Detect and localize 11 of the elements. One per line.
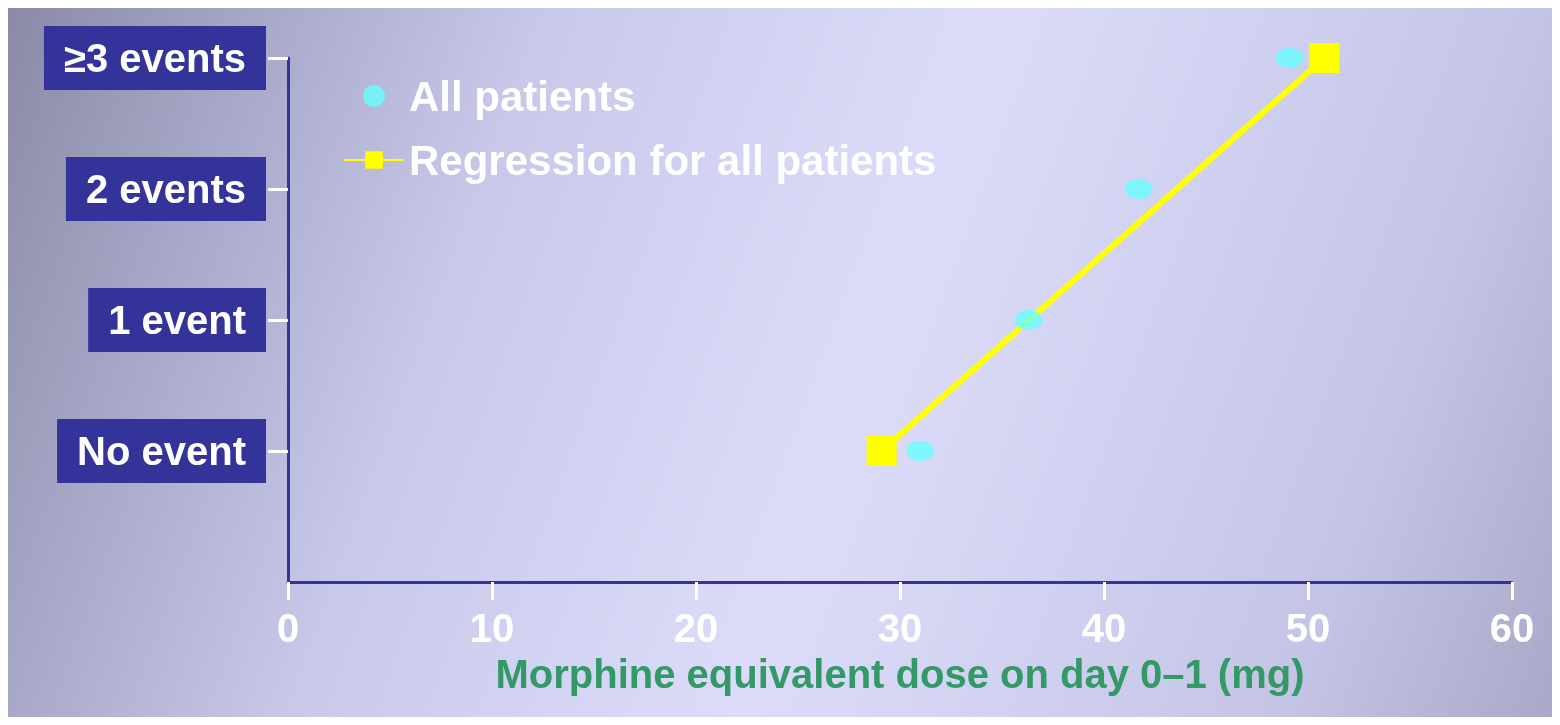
x-tick-label: 60 — [1489, 606, 1535, 650]
point — [866, 436, 897, 466]
y-tick-label: No event — [77, 429, 246, 473]
x-tick-label: 0 — [276, 606, 300, 650]
legend-label: All patients — [409, 72, 636, 120]
y-tick-label: 1 event — [108, 298, 246, 342]
x-tick-label: 50 — [1285, 606, 1331, 650]
x-axis-title: Morphine equivalent dose on day 0–1 (mg) — [495, 652, 1305, 696]
point — [1309, 43, 1340, 73]
y-tick-label: ≥3 events — [63, 36, 246, 80]
y-tick-label: 2 events — [85, 167, 246, 211]
